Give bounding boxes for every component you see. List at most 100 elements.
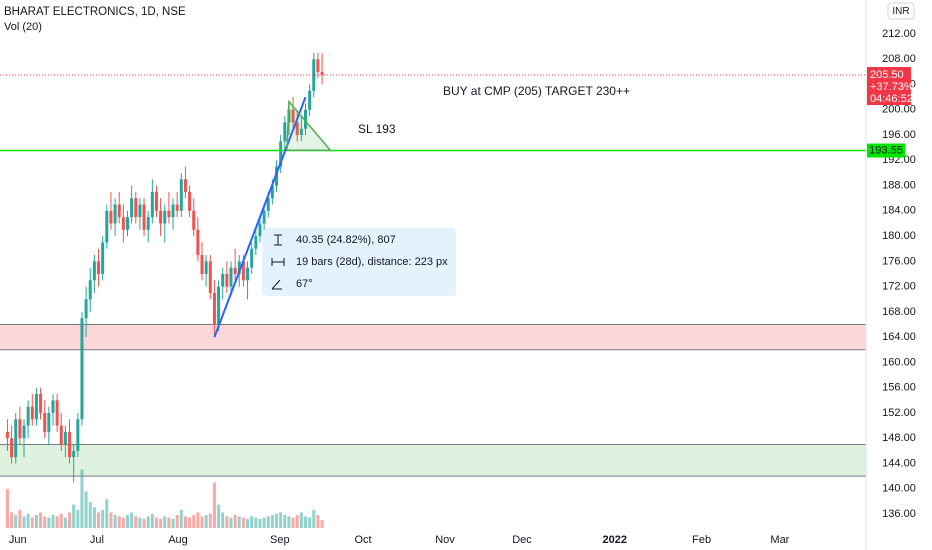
- y-tick-label: 200.00: [882, 104, 916, 116]
- candle-body: [304, 109, 308, 129]
- volume-bar: [241, 517, 245, 528]
- candle-body: [167, 210, 171, 218]
- volume-bar: [266, 516, 270, 528]
- volume-bar: [84, 491, 88, 528]
- volume-bar: [208, 513, 212, 528]
- x-tick-label: Feb: [692, 534, 711, 546]
- volume-bar: [229, 517, 233, 528]
- y-tick-label: 180.00: [882, 230, 916, 242]
- candle-body: [80, 318, 84, 420]
- y-tick-label: 144.00: [882, 457, 916, 469]
- candle-body: [92, 261, 96, 281]
- volume-bar: [312, 509, 316, 528]
- candle-body: [105, 210, 109, 243]
- y-tick-label: 212.00: [882, 28, 916, 40]
- volume-bar: [72, 504, 76, 528]
- annotation: BUY at CMP (205) TARGET 230++: [443, 84, 630, 98]
- candle-body: [217, 286, 221, 325]
- volume-label: Vol (20): [4, 21, 42, 33]
- candle-body: [233, 267, 237, 275]
- candle-body: [68, 431, 72, 458]
- y-tick-label: 188.00: [882, 179, 916, 191]
- x-tick-label: 2022: [602, 534, 626, 546]
- volume-bar: [59, 513, 63, 528]
- icon: [274, 234, 282, 246]
- y-tick-label: 172.00: [882, 281, 916, 293]
- candle-body: [262, 210, 266, 224]
- candle-body: [101, 242, 105, 275]
- y-tick-label: 156.00: [882, 382, 916, 394]
- candle-body: [134, 198, 138, 218]
- volume-bar: [163, 516, 167, 528]
- volume-bar: [154, 517, 158, 528]
- volume-bar: [150, 513, 154, 528]
- volume-bar: [125, 515, 129, 528]
- volume-bar: [117, 516, 121, 528]
- candle-body: [84, 299, 88, 319]
- candle-body: [225, 274, 229, 287]
- change-label: +37.73%: [870, 81, 914, 93]
- candle-body: [221, 274, 225, 287]
- currency-label[interactable]: INR: [892, 6, 909, 17]
- candle-body: [88, 280, 92, 300]
- volume-bar: [101, 509, 105, 528]
- level-label: 193.55: [869, 144, 903, 156]
- chart-title: BHARAT ELECTRONICS, 1D, NSE: [4, 6, 186, 18]
- volume-bar: [146, 516, 150, 528]
- volume-bar: [320, 520, 324, 528]
- volume-bar: [88, 502, 92, 528]
- y-tick-label: 152.00: [882, 407, 916, 419]
- x-tick-label: Aug: [168, 534, 188, 546]
- candle-body: [109, 210, 113, 224]
- volume-bar: [188, 517, 192, 528]
- candle-body: [196, 229, 200, 256]
- volume-bar: [26, 513, 30, 528]
- candle-body: [270, 185, 274, 199]
- volume-bar: [262, 517, 266, 528]
- volume-bar: [254, 517, 258, 528]
- volume-bar: [250, 516, 254, 528]
- x-tick-label: Dec: [512, 534, 532, 546]
- candle-body: [212, 292, 216, 325]
- candle-body: [47, 412, 51, 432]
- candle-body: [295, 122, 299, 136]
- candle-body: [10, 438, 14, 458]
- candle-body: [254, 236, 258, 249]
- volume-bar: [179, 509, 183, 528]
- volume-bar: [5, 489, 9, 528]
- volume-bar: [316, 515, 320, 528]
- y-tick-label: 160.00: [882, 356, 916, 368]
- measure-box: 40.35 (24.82%), 807 19 bars (28d), dista…: [262, 228, 456, 296]
- candle-body: [30, 406, 34, 420]
- volume-bar: [225, 516, 229, 528]
- volume-bar: [183, 516, 187, 528]
- zone: [0, 324, 866, 350]
- y-tick-label: 176.00: [882, 255, 916, 267]
- candle-body: [51, 400, 55, 413]
- currency-badge[interactable]: [887, 2, 915, 20]
- volume-bar: [51, 515, 55, 528]
- candle-body: [237, 261, 241, 275]
- volume-bar: [258, 518, 262, 528]
- volume-bar: [171, 518, 175, 528]
- volume-bar: [43, 516, 47, 528]
- measure-text: 67°: [296, 278, 313, 290]
- icon: [271, 258, 285, 266]
- volume-bar: [80, 469, 84, 528]
- volume-bar: [63, 517, 67, 528]
- candle-body: [183, 179, 187, 192]
- y-tick-label: 140.00: [882, 483, 916, 495]
- volume-bar: [121, 517, 125, 528]
- trendline: [213, 96, 307, 338]
- volume-bar: [217, 504, 221, 528]
- volume-bar: [204, 515, 208, 528]
- volume-bar: [246, 518, 250, 528]
- volume-bar: [113, 515, 117, 528]
- pennant: [286, 99, 332, 151]
- candle-body: [113, 204, 117, 224]
- volume-bar: [283, 515, 287, 528]
- candle-body: [26, 406, 30, 426]
- candle-body: [18, 419, 22, 439]
- candle-body: [159, 210, 163, 224]
